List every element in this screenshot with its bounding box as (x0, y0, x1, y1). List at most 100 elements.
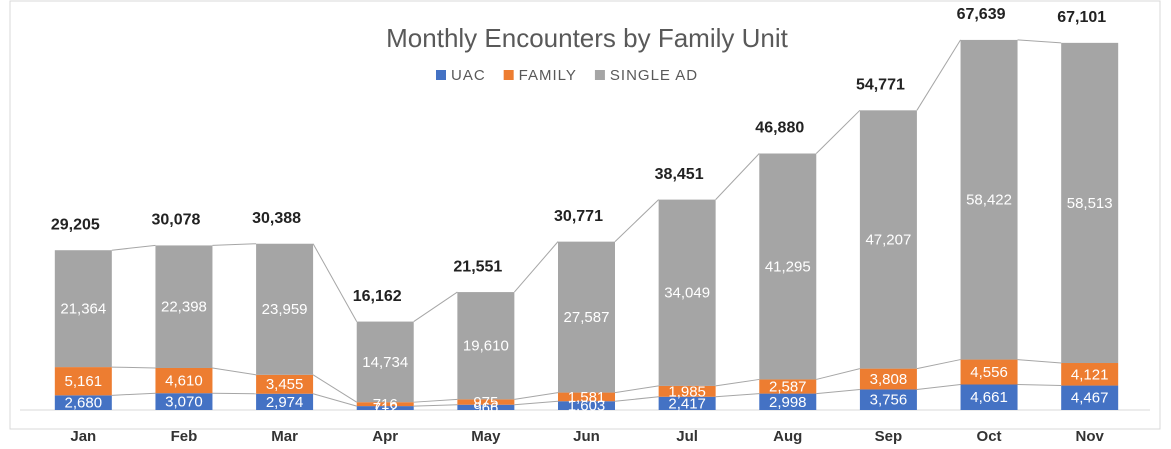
total-label: 16,162 (353, 288, 402, 305)
series-line (715, 393, 760, 398)
data-label: 3,756 (870, 392, 908, 409)
x-tick-label: Jun (573, 428, 600, 445)
bar-segment (658, 199, 716, 386)
data-label: 4,467 (1071, 390, 1109, 407)
series-line (111, 366, 156, 369)
data-label: 47,207 (865, 231, 911, 248)
x-tick-label: Apr (372, 428, 398, 445)
data-label: 27,587 (564, 309, 610, 326)
x-tick-label: Nov (1076, 428, 1105, 445)
chart-border (9, 0, 1161, 430)
series-line (212, 243, 257, 246)
series-line (916, 384, 961, 390)
series-line (413, 404, 458, 407)
series-line (312, 393, 357, 407)
data-label: 1,985 (668, 383, 706, 400)
data-label: 4,610 (165, 373, 203, 390)
bar-segment (256, 393, 314, 410)
bar-segment (1061, 363, 1119, 386)
total-label: 54,771 (856, 77, 905, 94)
series-line (514, 392, 559, 400)
data-label: 3,070 (165, 394, 203, 411)
bar-segment (558, 241, 615, 393)
bar-segment (457, 292, 515, 400)
x-tick-label: Aug (773, 428, 802, 445)
x-tick-label: Oct (977, 428, 1002, 445)
bar-segment (155, 393, 213, 410)
data-label: 5,161 (65, 373, 103, 390)
data-label: 23,959 (262, 301, 308, 318)
legend-label: UAC (451, 67, 486, 84)
series-line (513, 241, 559, 293)
data-label: 1,603 (568, 398, 606, 415)
data-label: 966 (473, 399, 498, 416)
x-tick-label: Mar (271, 428, 298, 445)
data-label: 58,513 (1067, 195, 1113, 212)
bar-segment (960, 384, 1018, 410)
legend-swatch (436, 70, 446, 80)
data-label: 975 (473, 394, 498, 411)
data-label: 4,661 (970, 389, 1008, 406)
total-label: 46,880 (755, 120, 804, 137)
series-line (816, 388, 860, 395)
series-line (312, 374, 357, 403)
total-label: 67,101 (1057, 9, 1106, 26)
bar-segment (859, 368, 917, 390)
total-label: 30,771 (554, 208, 603, 225)
data-label: 2,587 (769, 378, 807, 395)
bar-segment (356, 321, 414, 403)
data-label: 34,049 (664, 285, 710, 302)
data-label: 712 (373, 400, 398, 417)
bar-segment (960, 359, 1018, 385)
series-line (413, 291, 458, 322)
series-line (111, 244, 156, 251)
data-label: 3,808 (870, 371, 908, 388)
bar-segment (759, 379, 817, 394)
bar-segment (54, 250, 112, 368)
chart-title: Monthly Encounters by Family Unit (386, 23, 788, 53)
legend-swatch (594, 70, 605, 80)
series-line (1017, 383, 1062, 387)
legend-label: SINGLE AD (610, 67, 698, 84)
series-line (413, 398, 458, 403)
bar-segment (1061, 42, 1119, 364)
series-line (212, 392, 257, 395)
legend: UAC FAMILY SINGLE AD (436, 67, 698, 84)
total-label: 30,388 (252, 210, 301, 227)
bar-segment (457, 404, 515, 410)
total-label: 29,205 (51, 216, 100, 233)
bar-segment (960, 39, 1018, 360)
x-tick-label: May (471, 428, 501, 445)
data-label: 3,455 (266, 376, 304, 393)
data-label: 716 (373, 396, 398, 413)
bar-segment (155, 367, 213, 394)
series-line (614, 385, 659, 394)
series-line (514, 400, 559, 406)
series-line (1017, 359, 1062, 364)
series-line (916, 359, 961, 370)
total-label: 67,639 (957, 6, 1006, 23)
bar-segment (356, 402, 414, 407)
bar-segment (356, 406, 414, 410)
series-line (816, 368, 861, 380)
series-line (614, 199, 659, 242)
series-line (715, 378, 760, 387)
series-line (715, 153, 760, 200)
bar-segment (1061, 385, 1119, 410)
bar-segment (54, 367, 112, 396)
series-line (212, 367, 257, 376)
bar-segment (759, 393, 817, 410)
data-label: 21,364 (60, 301, 106, 318)
data-label: 2,680 (65, 395, 103, 412)
data-label: 2,417 (668, 395, 706, 412)
data-label: 4,556 (970, 364, 1008, 381)
bar-segment (457, 399, 515, 405)
x-tick-label: Jan (70, 428, 96, 445)
bar-segment (658, 396, 716, 410)
data-label: 22,398 (161, 299, 207, 316)
series-line (916, 39, 961, 111)
bar-segment (658, 385, 716, 397)
bar-segment (256, 374, 314, 394)
data-label: 2,974 (266, 394, 304, 411)
